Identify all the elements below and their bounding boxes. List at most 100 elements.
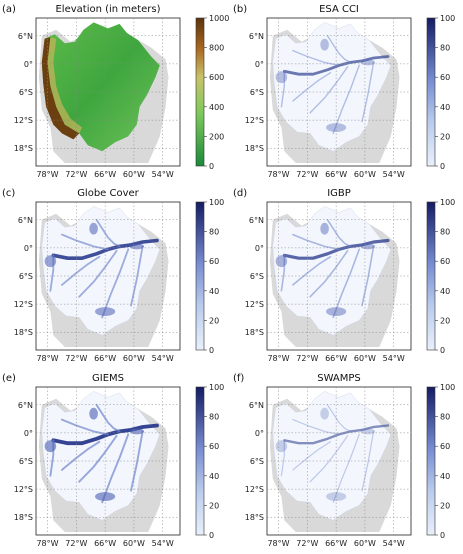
colorbar-tick-label: 80 (440, 44, 450, 53)
map-panel: 6°N 0° 6°S 12°S 18°S 78°W 72°W 66°W 60°W 54°W (f) S… (233, 373, 455, 548)
wetland-patch (320, 222, 329, 235)
lon-tick-label: 60°W (354, 170, 376, 179)
wetland-patch (320, 38, 329, 51)
colorbar (195, 17, 205, 167)
lon-tick-label: 54°W (383, 354, 405, 363)
lat-tick-label: 6°S (19, 88, 33, 97)
lat-tick-label: 6°N (18, 32, 33, 41)
river-wetland (361, 430, 375, 492)
river-wetland (332, 64, 360, 135)
lon-tick-label: 78°W (267, 354, 289, 363)
river-wetland (292, 49, 340, 67)
colorbar-tick-label: 40 (209, 472, 219, 481)
lon-tick-label: 72°W (296, 539, 318, 548)
wetland-patch (275, 440, 288, 453)
lat-tick-label: 12°S (14, 116, 33, 125)
lon-tick-label: 78°W (36, 354, 58, 363)
wetland-patch (360, 428, 375, 435)
river-wetland (332, 433, 360, 503)
wetland-patch (275, 71, 288, 84)
colorbar-tick-label: 40 (440, 103, 450, 112)
river-wetland (130, 430, 144, 492)
lon-tick-label: 66°W (325, 354, 347, 363)
colorbar-tick-label: 600 (209, 73, 224, 82)
lat-tick-label: 18°S (245, 328, 264, 337)
lon-tick-label: 54°W (383, 170, 405, 179)
river-wetland (280, 70, 286, 108)
river-wetland (282, 55, 390, 76)
lon-tick-label: 66°W (94, 170, 116, 179)
colorbar-tick-label: 60 (440, 73, 450, 82)
colorbar-tick-label: 1000 (209, 14, 229, 23)
colorbar-tick-label: 20 (440, 501, 450, 510)
river-wetland (60, 233, 109, 251)
lat-tick-label: 6°N (249, 32, 264, 41)
lat-tick-label: 0° (255, 244, 264, 253)
wetland-patch (89, 222, 98, 235)
andes-foothills (47, 37, 83, 134)
lon-tick-label: 72°W (65, 539, 87, 548)
panel-letter: (b) (233, 4, 247, 15)
river-wetland (95, 403, 121, 433)
colorbar-tick-label: 60 (209, 257, 219, 266)
colorbar-tick-label: 20 (209, 501, 219, 510)
colorbar-tick-label: 20 (440, 316, 450, 325)
wetland-patch (44, 255, 57, 268)
lon-tick-label: 72°W (296, 170, 318, 179)
colorbar-tick-label: 0 (440, 531, 445, 540)
lat-tick-label: 6°N (18, 216, 33, 225)
lon-tick-label: 60°W (123, 354, 145, 363)
panel-title: Elevation (in meters) (55, 4, 160, 15)
lon-tick-label: 66°W (325, 170, 347, 179)
wetland-patch (360, 243, 375, 250)
amazon-basin (272, 391, 392, 521)
colorbar-tick-label: 100 (440, 198, 455, 207)
colorbar-tick-label: 20 (440, 132, 450, 141)
lat-tick-label: 18°S (245, 144, 264, 153)
lon-tick-label: 54°W (152, 539, 174, 548)
colorbar (426, 17, 436, 167)
river-wetland (78, 249, 118, 298)
lat-tick-label: 6°N (18, 401, 33, 410)
wetland-patch (44, 440, 57, 453)
colorbar (195, 201, 205, 351)
andes-highlands (41, 37, 80, 140)
river-wetland (292, 72, 332, 102)
colorbar-tick-label: 80 (209, 228, 219, 237)
colorbar-tick-label: 100 (440, 14, 455, 23)
lon-tick-label: 78°W (36, 170, 58, 179)
wetland-patch (129, 243, 144, 250)
map-panel: 6°N 0° 6°S 12°S 18°S 78°W 72°W 66°W 60°W 54°W (a) E… (2, 4, 229, 179)
map-panel: 6°N 0° 6°S 12°S 18°S 78°W 72°W 66°W 60°W 54°W (e) G… (2, 373, 224, 548)
lon-tick-label: 78°W (267, 170, 289, 179)
lon-tick-label: 54°W (152, 170, 174, 179)
lon-tick-label: 72°W (65, 354, 87, 363)
river-wetland (60, 440, 101, 471)
lon-tick-label: 72°W (65, 170, 87, 179)
amazon-basin (41, 22, 160, 152)
lat-tick-label: 6°N (249, 401, 264, 410)
river-wetland (326, 35, 352, 64)
lat-tick-label: 0° (24, 244, 33, 253)
river-wetland (309, 66, 349, 114)
lat-tick-label: 6°S (250, 272, 264, 281)
river-wetland (309, 435, 349, 483)
colorbar (426, 201, 436, 351)
river-wetland (280, 439, 285, 477)
panel-title: SWAMPS (317, 373, 361, 384)
colorbar-tick-label: 40 (440, 472, 450, 481)
panel-letter: (a) (2, 4, 16, 15)
lat-tick-label: 18°S (14, 513, 33, 522)
lon-tick-label: 60°W (123, 539, 145, 548)
river-wetland (130, 245, 144, 307)
panel-letter: (e) (2, 373, 16, 384)
river-wetland (101, 248, 130, 319)
colorbar-tick-label: 200 (209, 132, 224, 141)
panel-title: GIEMS (92, 373, 124, 384)
lat-tick-label: 18°S (245, 513, 264, 522)
wetland-patch (89, 407, 98, 420)
colorbar-tick-label: 100 (209, 198, 224, 207)
colorbar-tick-label: 0 (209, 346, 214, 355)
lat-tick-label: 0° (255, 60, 264, 69)
colorbar-tick-label: 80 (440, 228, 450, 237)
